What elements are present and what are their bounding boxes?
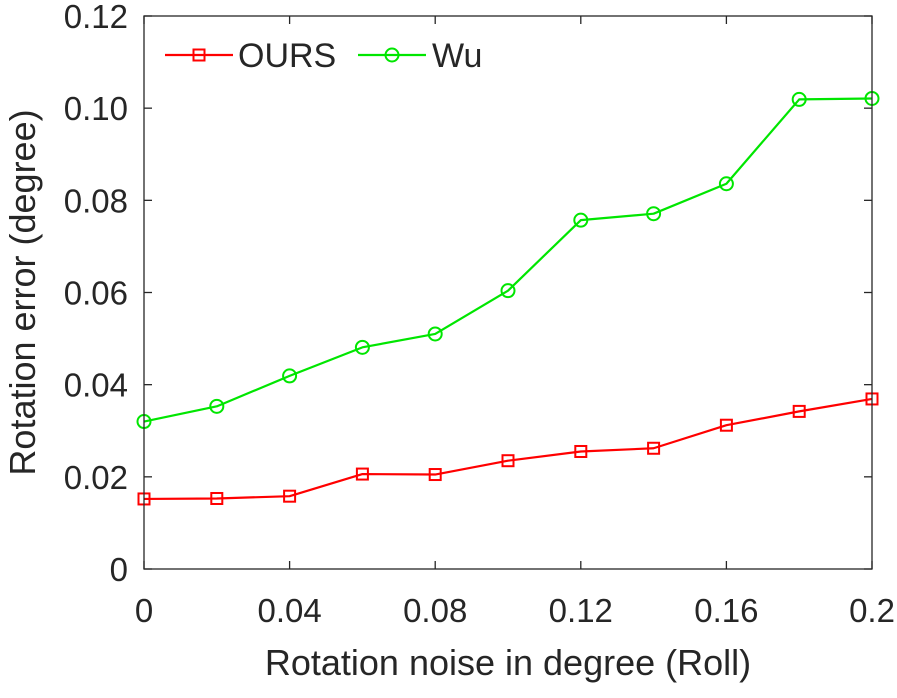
- series-layer: [136, 90, 880, 506]
- data-point-wu: [427, 326, 443, 342]
- data-point-wu: [500, 283, 516, 299]
- y-tick-label: 0.10: [64, 90, 128, 127]
- data-point-ours: [647, 441, 661, 455]
- x-tick-label: 0.16: [694, 592, 758, 629]
- data-point-wu: [573, 212, 589, 228]
- legend-label-ours: OURS: [238, 37, 336, 75]
- data-point-wu: [354, 339, 370, 355]
- axis-ticks: [143, 15, 873, 570]
- x-tick-label: 0.12: [549, 592, 613, 629]
- data-point-ours: [792, 404, 806, 418]
- data-point-ours: [355, 467, 369, 481]
- x-axis-title: Rotation noise in degree (Roll): [265, 642, 751, 683]
- y-tick-label: 0.06: [64, 275, 128, 312]
- y-axis-title: Rotation error (degree): [2, 109, 43, 475]
- series-line-ours: [143, 397, 873, 501]
- data-point-wu: [646, 206, 662, 222]
- y-tick-label: 0: [110, 551, 128, 588]
- legend-marker-ours: [192, 48, 206, 62]
- y-tick-label: 0.12: [64, 0, 128, 35]
- data-point-ours: [719, 418, 733, 432]
- data-point-wu: [209, 398, 225, 414]
- legend: OURS Wu: [165, 37, 482, 75]
- plot-frame: [143, 15, 873, 570]
- data-point-wu: [791, 91, 807, 107]
- data-point-ours: [428, 468, 442, 482]
- legend-marker-wu: [384, 47, 400, 63]
- legend-label-wu: Wu: [432, 37, 482, 75]
- data-point-ours: [283, 489, 297, 503]
- tick-labels: 0 0.04 0.08 0.12 0.16 0.2 0 0.02 0.04 0.06 0.08 0.1…: [64, 0, 895, 629]
- y-tick-label: 0.08: [64, 182, 128, 219]
- data-point-wu: [718, 176, 734, 192]
- data-point-ours: [210, 491, 224, 505]
- data-point-ours: [501, 454, 515, 468]
- y-tick-label: 0.02: [64, 459, 128, 496]
- x-tick-label: 0.04: [257, 592, 321, 629]
- data-point-ours: [574, 444, 588, 458]
- x-tick-label: 0.08: [403, 592, 467, 629]
- x-tick-label: 0.2: [849, 592, 895, 629]
- x-tick-label: 0: [135, 592, 153, 629]
- data-point-wu: [282, 368, 298, 384]
- y-tick-label: 0.04: [64, 367, 128, 404]
- series-line-wu: [143, 97, 873, 423]
